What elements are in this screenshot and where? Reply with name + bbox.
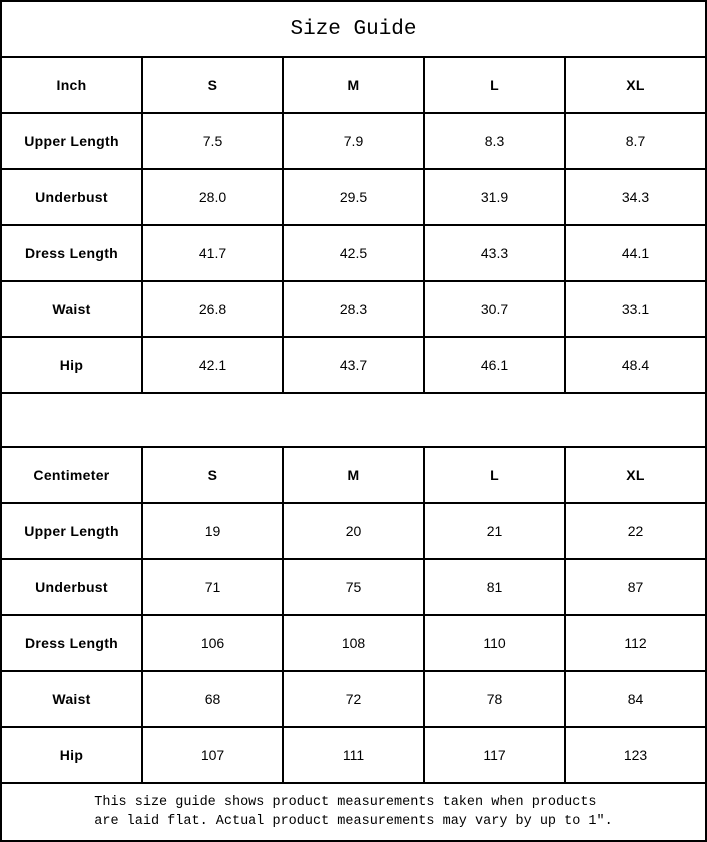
cell-value: 72 (282, 670, 425, 728)
cell-value: 33.1 (564, 280, 707, 338)
cell-value: 78 (423, 670, 566, 728)
inch-size-header-s: S (141, 56, 284, 114)
cell-value: 29.5 (282, 168, 425, 226)
inch-size-header-l: L (423, 56, 566, 114)
cell-value: 81 (423, 558, 566, 616)
table-row: Dress Length 41.7 42.5 43.3 44.1 (0, 224, 707, 282)
table-row: Hip 42.1 43.7 46.1 48.4 (0, 336, 707, 394)
cell-value: 108 (282, 614, 425, 672)
row-label: Upper Length (0, 502, 143, 560)
footnote-line-1: This size guide shows product measuremen… (94, 795, 597, 810)
cell-value: 123 (564, 726, 707, 784)
cell-value: 28.3 (282, 280, 425, 338)
inch-size-header-xl: XL (564, 56, 707, 114)
cell-value: 41.7 (141, 224, 284, 282)
table-row: Dress Length 106 108 110 112 (0, 614, 707, 672)
cell-value: 111 (282, 726, 425, 784)
cell-value: 22 (564, 502, 707, 560)
footnote: This size guide shows product measuremen… (0, 782, 707, 842)
cell-value: 7.5 (141, 112, 284, 170)
inch-header-row: Inch S M L XL (0, 56, 707, 114)
spacer (0, 392, 707, 448)
table-row: Waist 68 72 78 84 (0, 670, 707, 728)
cm-header-row: Centimeter S M L XL (0, 446, 707, 504)
cm-size-header-m: M (282, 446, 425, 504)
footnote-line-2: are laid flat. Actual product measuremen… (94, 814, 613, 829)
row-label: Hip (0, 726, 143, 784)
cell-value: 117 (423, 726, 566, 784)
cell-value: 87 (564, 558, 707, 616)
cell-value: 75 (282, 558, 425, 616)
cell-value: 8.3 (423, 112, 566, 170)
cell-value: 34.3 (564, 168, 707, 226)
inch-size-header-m: M (282, 56, 425, 114)
row-label: Waist (0, 280, 143, 338)
cell-value: 48.4 (564, 336, 707, 394)
table-row: Upper Length 19 20 21 22 (0, 502, 707, 560)
cell-value: 26.8 (141, 280, 284, 338)
cell-value: 71 (141, 558, 284, 616)
title-row: Size Guide (0, 0, 707, 58)
cell-value: 31.9 (423, 168, 566, 226)
row-label: Upper Length (0, 112, 143, 170)
table-row: Upper Length 7.5 7.9 8.3 8.7 (0, 112, 707, 170)
cell-value: 84 (564, 670, 707, 728)
table-row: Waist 26.8 28.3 30.7 33.1 (0, 280, 707, 338)
cell-value: 8.7 (564, 112, 707, 170)
cell-value: 42.1 (141, 336, 284, 394)
row-label: Dress Length (0, 614, 143, 672)
row-label: Dress Length (0, 224, 143, 282)
cell-value: 112 (564, 614, 707, 672)
cell-value: 30.7 (423, 280, 566, 338)
cell-value: 20 (282, 502, 425, 560)
row-label: Waist (0, 670, 143, 728)
cm-size-header-l: L (423, 446, 566, 504)
row-label: Underbust (0, 558, 143, 616)
cell-value: 28.0 (141, 168, 284, 226)
cell-value: 19 (141, 502, 284, 560)
cm-size-header-xl: XL (564, 446, 707, 504)
row-label: Underbust (0, 168, 143, 226)
cm-size-header-s: S (141, 446, 284, 504)
cm-unit-header: Centimeter (0, 446, 143, 504)
cell-value: 107 (141, 726, 284, 784)
table-row: Underbust 71 75 81 87 (0, 558, 707, 616)
footnote-row: This size guide shows product measuremen… (0, 782, 707, 842)
cell-value: 42.5 (282, 224, 425, 282)
table-row: Hip 107 111 117 123 (0, 726, 707, 784)
cell-value: 7.9 (282, 112, 425, 170)
cell-value: 44.1 (564, 224, 707, 282)
cell-value: 21 (423, 502, 566, 560)
page-title: Size Guide (0, 0, 707, 58)
cell-value: 43.3 (423, 224, 566, 282)
cell-value: 46.1 (423, 336, 566, 394)
footnote-text: This size guide shows product measuremen… (94, 793, 612, 831)
spacer-row (0, 392, 707, 448)
cell-value: 68 (141, 670, 284, 728)
row-label: Hip (0, 336, 143, 394)
table-row: Underbust 28.0 29.5 31.9 34.3 (0, 168, 707, 226)
inch-unit-header: Inch (0, 56, 143, 114)
cell-value: 110 (423, 614, 566, 672)
cell-value: 43.7 (282, 336, 425, 394)
cell-value: 106 (141, 614, 284, 672)
